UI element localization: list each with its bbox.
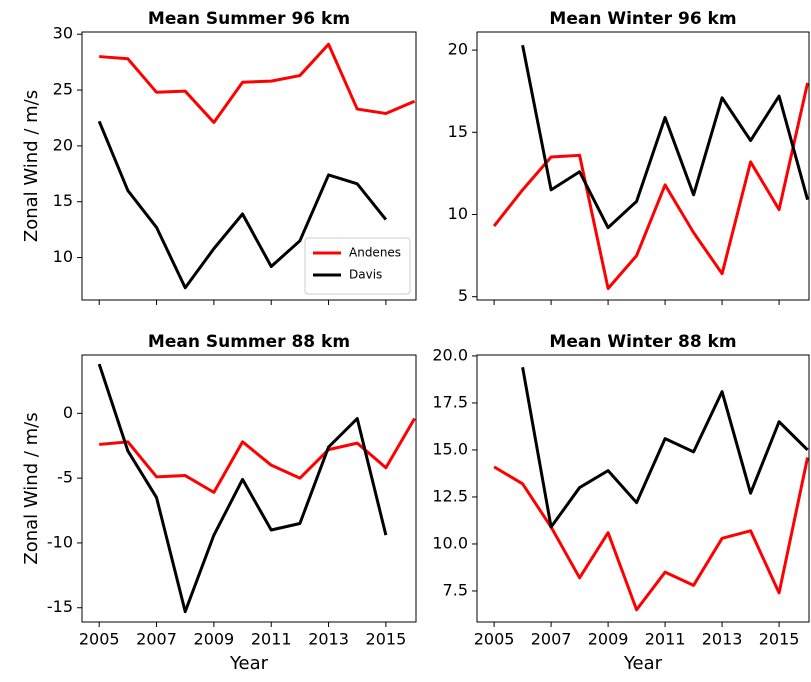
data-line [99, 417, 416, 494]
y-tick-label: 20 [448, 40, 468, 59]
y-tick-label: 25 [53, 80, 73, 99]
y-tick-label: 10.0 [432, 533, 468, 552]
subplot-title: Mean Summer 88 km [148, 332, 350, 352]
legend: Andenes Davis [304, 237, 411, 295]
y-tick-label: 0 [63, 403, 73, 422]
y-tick-label: -5 [57, 468, 73, 487]
y-tick-label: -10 [47, 532, 73, 551]
data-line [521, 44, 810, 230]
data-line [493, 457, 810, 612]
y-tick-label: 20.0 [432, 345, 468, 364]
y-tick-label: -15 [47, 597, 73, 616]
y-tick-label: 15 [448, 122, 468, 141]
data-line [97, 120, 388, 290]
x-tick-label: 2015 [759, 630, 800, 649]
subplot-title: Mean Summer 96 km [148, 9, 350, 29]
y-tick-label: 10 [448, 204, 468, 223]
x-tick-label: 2011 [251, 630, 292, 649]
data-line [97, 363, 388, 614]
y-axis-label: Zonal Wind / m/s [21, 90, 42, 242]
y-axis-label: Zonal Wind / m/s [21, 412, 42, 564]
data-line [99, 42, 416, 124]
x-tick-label: 2011 [645, 630, 686, 649]
x-tick-label: 2007 [531, 630, 572, 649]
subplot-title: Mean Winter 88 km [549, 332, 736, 352]
x-axis-label: Year [623, 653, 663, 674]
axes-frame [81, 31, 417, 301]
y-tick-label: 12.5 [432, 486, 468, 505]
axes-frame [81, 354, 417, 623]
x-tick-label: 2005 [79, 630, 120, 649]
y-tick-label: 10 [53, 247, 73, 266]
data-line [521, 366, 809, 529]
subplot: Mean Summer 96 km 10 15 20 25 30 Zonal Wind / … [21, 9, 417, 305]
subplot: Mean Winter 88 km 7.5 10.0 12.5 15.0 17.5 20.0… [432, 332, 810, 674]
legend-label: Andenes [349, 246, 401, 260]
subplot: Mean Summer 88 km -15 -10 -5 0 2005 2007 2009 20… [21, 332, 417, 674]
x-tick-label: 2009 [194, 630, 235, 649]
data-line [492, 82, 810, 290]
y-tick-label: 17.5 [432, 392, 468, 411]
subplot-title: Mean Winter 96 km [549, 9, 736, 29]
subplot: Mean Winter 96 km 5 10 15 20 [448, 9, 810, 305]
legend-label: Davis [349, 268, 382, 282]
x-tick-label: 2015 [366, 630, 407, 649]
y-tick-label: 7.5 [443, 580, 468, 599]
x-tick-label: 2013 [308, 630, 349, 649]
x-tick-label: 2013 [702, 630, 743, 649]
y-tick-label: 5 [458, 286, 468, 305]
y-tick-label: 15.0 [432, 439, 468, 458]
y-tick-label: 20 [53, 135, 73, 154]
x-tick-label: 2007 [136, 630, 177, 649]
y-tick-label: 15 [53, 191, 73, 210]
axes-frame [476, 31, 810, 301]
x-tick-label: 2005 [474, 630, 515, 649]
x-tick-label: 2009 [588, 630, 629, 649]
x-axis-label: Year [229, 653, 269, 674]
y-tick-label: 30 [53, 24, 73, 43]
axes-frame [476, 354, 810, 623]
